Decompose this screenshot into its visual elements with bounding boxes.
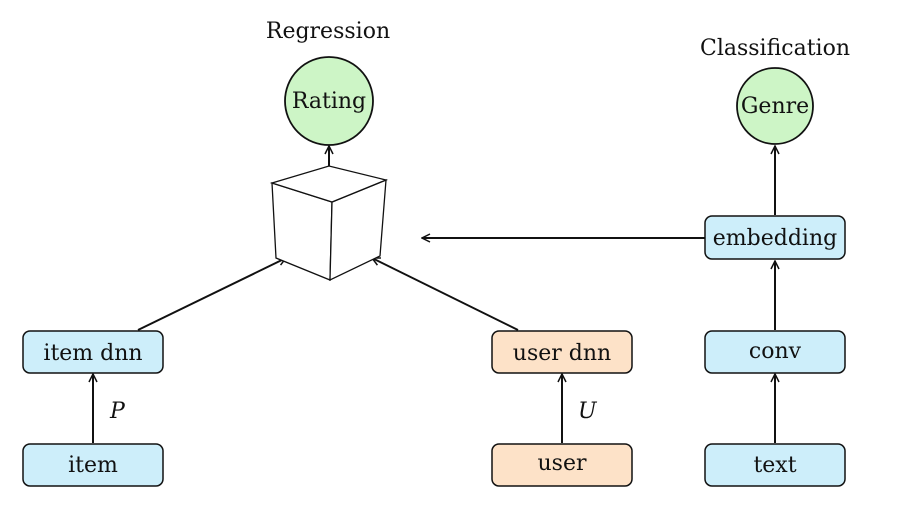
edge-user-dnn-to-cube — [372, 257, 519, 331]
edges — [93, 146, 775, 443]
item-label: item — [68, 453, 118, 478]
edge-item-dnn-to-cube — [137, 257, 286, 331]
user-node: user — [491, 443, 633, 487]
user-dnn-label: user dnn — [513, 341, 611, 366]
edge-label-p: P — [109, 399, 126, 424]
conv-node: conv — [704, 330, 846, 374]
classification-heading: Classification — [700, 36, 850, 61]
genre-label: Genre — [741, 94, 809, 119]
user-label: user — [538, 451, 587, 476]
text-node: text — [704, 443, 846, 487]
item-node: item — [22, 443, 164, 487]
item-dnn-node: item dnn — [22, 330, 164, 374]
embedding-label: embedding — [713, 226, 837, 251]
text-label: text — [753, 453, 796, 478]
conv-label: conv — [749, 339, 802, 364]
genre-node: Genre — [736, 67, 814, 145]
rating-label: Rating — [292, 89, 366, 114]
item-dnn-label: item dnn — [43, 341, 142, 366]
edge-label-u: U — [578, 399, 598, 424]
regression-heading: Regression — [266, 19, 390, 44]
rating-node: Rating — [284, 56, 374, 146]
user-dnn-node: user dnn — [491, 330, 633, 374]
embedding-node: embedding — [704, 215, 846, 260]
interaction-cube — [269, 165, 389, 282]
